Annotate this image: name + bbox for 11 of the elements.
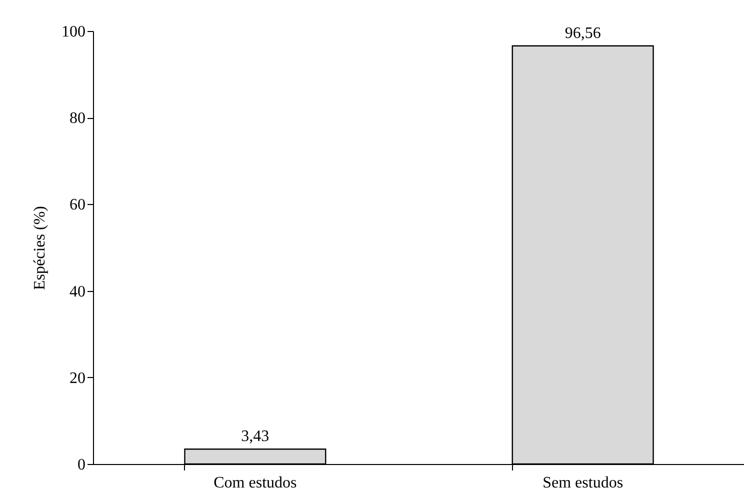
y-tick-label: 60 xyxy=(70,196,86,214)
y-tick-label: 40 xyxy=(70,283,86,300)
y-tick-label: 0 xyxy=(78,456,86,474)
x-tick-label: Sem estudos xyxy=(542,474,624,492)
y-axis-title: Espécies (%) xyxy=(32,206,48,290)
y-tick-label: 100 xyxy=(62,24,86,40)
x-tick-label: Com estudos xyxy=(214,474,297,492)
y-tick-label: 80 xyxy=(70,110,86,128)
y-tick-label: 20 xyxy=(70,370,86,387)
data-label: 96,56 xyxy=(564,24,601,42)
data-label: 3,43 xyxy=(241,428,270,446)
